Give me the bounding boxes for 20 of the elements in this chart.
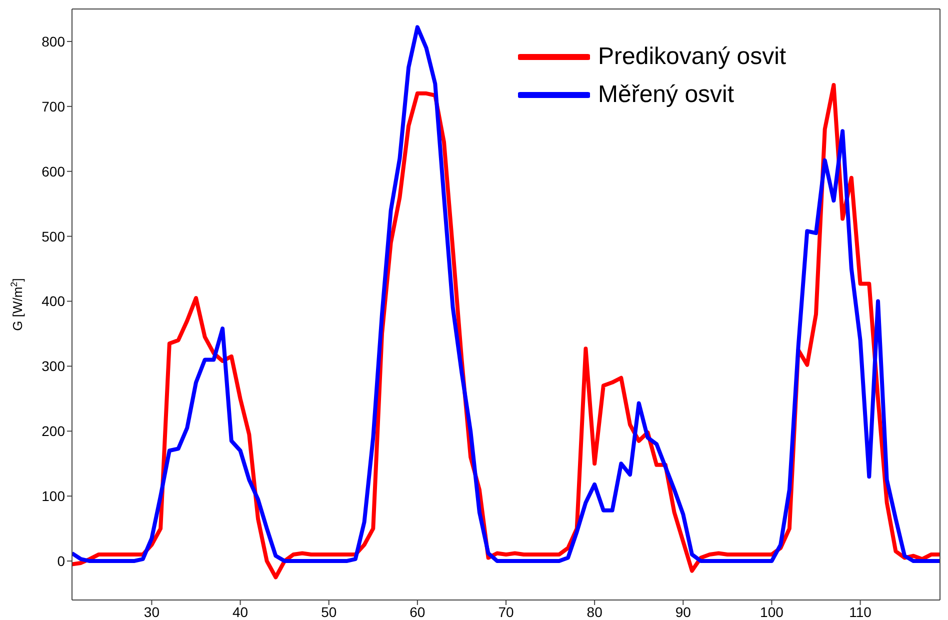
x-tick-label: 60 xyxy=(410,604,426,620)
legend-label: Predikovaný osvit xyxy=(598,43,786,71)
y-tick-label: 600 xyxy=(42,163,66,180)
y-tick-label: 200 xyxy=(42,423,66,440)
x-tick-label: 90 xyxy=(675,604,692,620)
y-tick-label: 0 xyxy=(57,553,66,570)
y-tick-label: 800 xyxy=(42,33,66,50)
y-tick-label: 300 xyxy=(42,358,66,374)
y-tick-label: 400 xyxy=(42,293,66,310)
y-tick-label: 100 xyxy=(42,488,66,504)
x-tick-label: 100 xyxy=(760,604,784,620)
x-tick-label: 30 xyxy=(144,604,160,620)
x-tick-label: 110 xyxy=(849,604,872,620)
y-tick-label: 500 xyxy=(42,228,66,244)
x-tick-label: 50 xyxy=(321,604,337,620)
x-tick-label: 40 xyxy=(232,604,248,620)
y-tick-label: 700 xyxy=(42,98,66,114)
x-tick-label: 70 xyxy=(498,604,514,620)
x-tick-label: 80 xyxy=(586,604,603,620)
legend-label: Měřený osvit xyxy=(598,81,734,109)
